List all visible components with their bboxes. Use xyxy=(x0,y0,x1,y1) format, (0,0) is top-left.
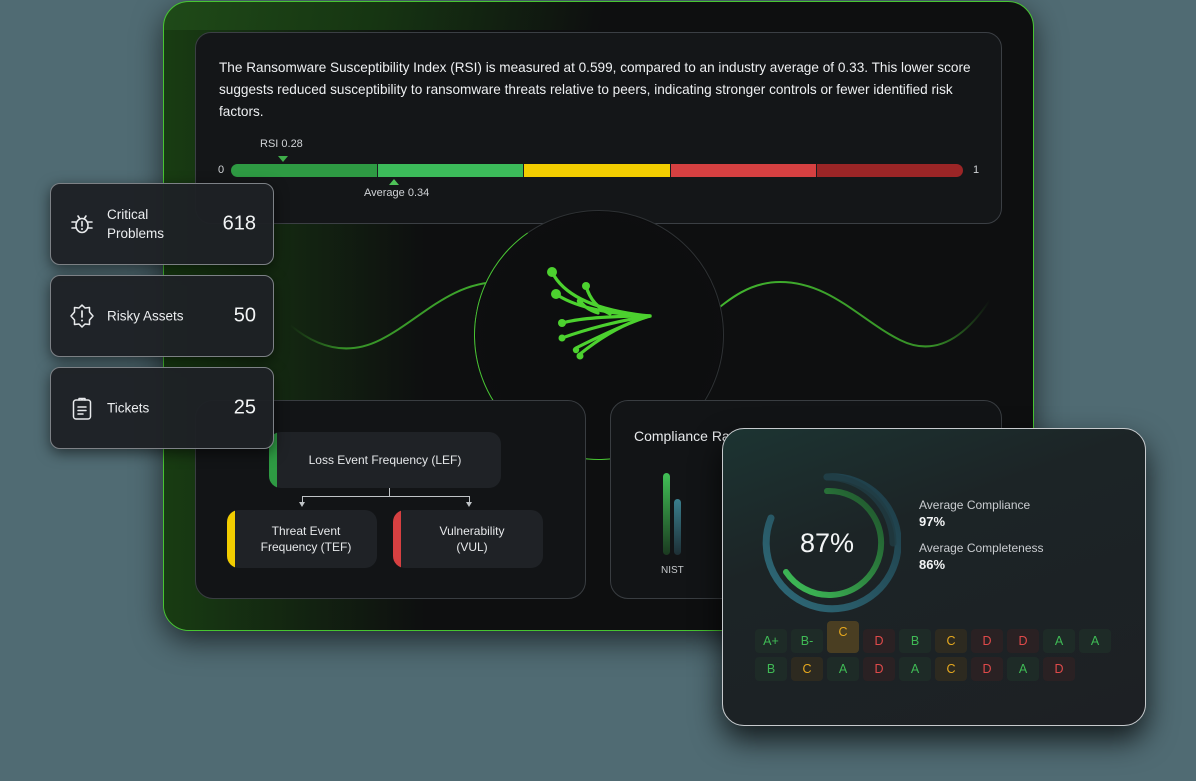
metric-average-compliance: Average Compliance 97% xyxy=(919,497,1030,530)
rsi-panel: The Ransomware Susceptibility Index (RSI… xyxy=(195,32,1002,224)
nist-bar-compliance xyxy=(663,473,670,555)
grade-chip[interactable]: A xyxy=(899,657,931,681)
grade-chip[interactable]: D xyxy=(1007,629,1039,653)
arrow-down-icon xyxy=(466,502,472,507)
rsi-marker-icon xyxy=(278,156,288,162)
scale-segment xyxy=(376,164,524,177)
stat-label: Tickets xyxy=(107,400,150,416)
metric-average-completeness: Average Completeness 86% xyxy=(919,540,1044,573)
grade-row: A+ B- C D B C D D A A xyxy=(755,621,1125,653)
nist-label: NIST xyxy=(661,565,684,576)
metric-label: Average Completeness xyxy=(919,541,1044,555)
grade-chip[interactable]: C xyxy=(935,629,967,653)
arrow-down-icon xyxy=(299,502,305,507)
stat-value: 25 xyxy=(233,396,256,419)
metric-label: Average Compliance xyxy=(919,498,1031,512)
grade-chip[interactable]: B- xyxy=(791,629,823,653)
vul-edge xyxy=(393,510,401,568)
compliance-gauge-card: 87% Average Compliance 97% Average Compl… xyxy=(722,428,1146,726)
grade-chip[interactable]: C xyxy=(827,621,859,653)
grade-chip[interactable]: D xyxy=(971,629,1003,653)
lef-root-node[interactable]: Loss Event Frequency (LEF) xyxy=(269,432,501,488)
connector-line xyxy=(389,488,390,496)
scale-segment xyxy=(231,164,377,177)
connector-line xyxy=(469,496,470,503)
rsi-scale: RSI 0.28 0 1 Average 0.34 xyxy=(196,138,1003,199)
brand-logo-icon xyxy=(547,267,652,360)
scale-segment xyxy=(523,164,670,177)
metric-value: 97% xyxy=(919,514,946,529)
lef-root-label: Loss Event Frequency (LEF) xyxy=(308,453,462,467)
stat-card-tickets[interactable]: Tickets 25 xyxy=(50,367,274,449)
stat-label: Critical Problems xyxy=(107,207,165,241)
average-marker-label: Average 0.34 xyxy=(364,187,430,199)
tef-label: Threat Event Frequency (TEF) xyxy=(260,524,352,554)
rsi-description: The Ransomware Susceptibility Index (RSI… xyxy=(219,60,971,119)
tef-node[interactable]: Threat Event Frequency (TEF) xyxy=(227,510,377,568)
grade-chip[interactable]: A+ xyxy=(755,629,787,653)
compliance-panel-title: Compliance Ra xyxy=(634,428,730,444)
vul-node[interactable]: Vulnerability (VUL) xyxy=(393,510,543,568)
tef-edge xyxy=(227,510,235,568)
grade-chip[interactable]: A xyxy=(1007,657,1039,681)
grade-chip[interactable]: D xyxy=(863,657,895,681)
connector-line xyxy=(302,496,303,503)
grade-chip[interactable]: A xyxy=(1043,629,1075,653)
rsi-scale-bar xyxy=(231,164,963,177)
scale-segment xyxy=(816,164,963,177)
grade-chip[interactable]: D xyxy=(971,657,1003,681)
grade-chip[interactable]: C xyxy=(791,657,823,681)
rsi-marker-label: RSI 0.28 xyxy=(260,138,303,150)
bug-alert-icon xyxy=(71,215,93,234)
grade-chip[interactable]: B xyxy=(899,629,931,653)
stat-card-critical-problems[interactable]: Critical Problems 618 xyxy=(50,183,274,265)
stat-value: 50 xyxy=(233,304,256,327)
clipboard-icon xyxy=(72,397,92,420)
gauge-value: 87% xyxy=(799,527,855,558)
average-marker-icon xyxy=(389,179,399,185)
grade-chip[interactable]: C xyxy=(935,657,967,681)
metric-value: 86% xyxy=(919,557,946,572)
stat-value: 618 xyxy=(222,212,256,235)
scale-segment xyxy=(669,164,817,177)
scale-min-label: 0 xyxy=(218,164,225,176)
scale-max-label: 1 xyxy=(973,164,980,176)
stat-label: Risky Assets xyxy=(107,308,184,324)
vul-label: Vulnerability (VUL) xyxy=(439,524,505,554)
grade-chip[interactable]: D xyxy=(1043,657,1075,681)
lef-root-edge xyxy=(269,432,277,488)
grade-chip[interactable]: A xyxy=(827,657,859,681)
connector-line xyxy=(302,496,470,497)
compliance-gauge-ring xyxy=(762,473,901,613)
grade-chip[interactable]: A xyxy=(1079,629,1111,653)
grade-chip[interactable]: D xyxy=(863,629,895,653)
grade-chip[interactable]: B xyxy=(755,657,787,681)
stat-card-risky-assets[interactable]: Risky Assets 50 xyxy=(50,275,274,357)
nist-bar-completeness xyxy=(674,499,681,555)
badge-alert-icon xyxy=(70,304,94,328)
